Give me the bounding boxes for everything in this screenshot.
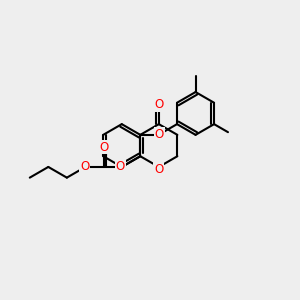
Text: O: O	[154, 163, 164, 176]
Text: O: O	[116, 160, 125, 173]
Text: O: O	[154, 128, 164, 141]
Text: O: O	[154, 98, 164, 111]
Text: O: O	[99, 140, 108, 154]
Text: O: O	[80, 160, 89, 173]
